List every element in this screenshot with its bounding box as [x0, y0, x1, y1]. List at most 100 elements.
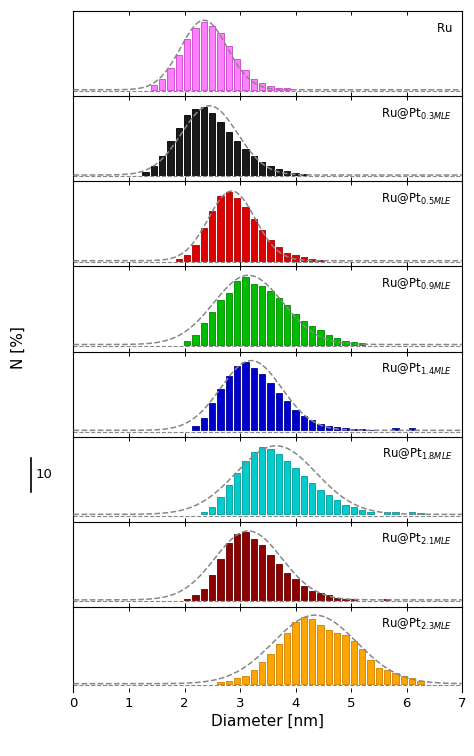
Bar — [351, 599, 357, 600]
Bar — [384, 599, 391, 600]
Bar — [309, 591, 315, 600]
Bar — [251, 539, 257, 600]
Bar — [226, 376, 232, 430]
Bar — [218, 33, 224, 90]
Bar — [192, 109, 199, 175]
Bar — [276, 247, 282, 261]
Bar — [409, 512, 415, 514]
Bar — [259, 374, 265, 430]
Bar — [251, 451, 257, 514]
Bar — [259, 286, 265, 345]
Bar — [218, 682, 224, 683]
Bar — [259, 546, 265, 600]
Bar — [326, 495, 332, 514]
Bar — [267, 166, 274, 175]
Bar — [276, 169, 282, 175]
Bar — [234, 281, 240, 345]
Bar — [318, 259, 324, 261]
Bar — [301, 321, 307, 345]
Bar — [284, 305, 291, 345]
Bar — [267, 449, 274, 514]
Bar — [284, 573, 291, 600]
Bar — [392, 673, 399, 683]
Bar — [409, 429, 415, 430]
Bar — [276, 393, 282, 430]
Bar — [226, 46, 232, 90]
Bar — [417, 513, 424, 514]
Bar — [218, 389, 224, 430]
Bar — [292, 314, 299, 345]
Bar — [242, 277, 249, 345]
Bar — [209, 26, 216, 90]
Text: N [%]: N [%] — [10, 327, 26, 369]
Bar — [167, 141, 174, 175]
Bar — [351, 429, 357, 430]
Bar — [326, 426, 332, 430]
Bar — [192, 596, 199, 600]
Bar — [201, 589, 207, 600]
Bar — [276, 643, 282, 683]
Bar — [284, 461, 291, 514]
Bar — [351, 507, 357, 514]
Bar — [284, 171, 291, 175]
Bar — [334, 337, 340, 345]
Bar — [234, 141, 240, 175]
Bar — [342, 341, 349, 345]
Bar — [234, 366, 240, 430]
Bar — [392, 429, 399, 430]
Bar — [351, 342, 357, 345]
Bar — [359, 429, 365, 430]
Bar — [309, 326, 315, 345]
Bar — [309, 420, 315, 430]
Bar — [226, 132, 232, 175]
Bar — [309, 619, 315, 683]
Bar — [376, 668, 382, 683]
Bar — [367, 512, 374, 514]
Bar — [226, 485, 232, 514]
Bar — [309, 259, 315, 261]
Bar — [359, 649, 365, 683]
Bar — [234, 473, 240, 514]
Bar — [276, 88, 282, 90]
Bar — [201, 418, 207, 430]
Bar — [176, 54, 182, 90]
Bar — [276, 454, 282, 514]
Bar — [384, 512, 391, 514]
Bar — [251, 284, 257, 345]
Bar — [143, 172, 149, 175]
Text: $\mathrm{Ru@Pt}_{0.3MLE}$: $\mathrm{Ru@Pt}_{0.3MLE}$ — [381, 107, 452, 122]
Bar — [251, 156, 257, 175]
Bar — [267, 291, 274, 345]
Bar — [184, 341, 191, 345]
Bar — [301, 587, 307, 600]
X-axis label: Diameter [nm]: Diameter [nm] — [211, 714, 324, 729]
Bar — [242, 532, 249, 600]
Bar — [176, 128, 182, 175]
Bar — [151, 85, 157, 90]
Bar — [301, 416, 307, 430]
Bar — [259, 83, 265, 90]
Bar — [176, 259, 182, 261]
Bar — [201, 107, 207, 175]
Bar — [209, 575, 216, 600]
Bar — [318, 490, 324, 514]
Bar — [251, 79, 257, 90]
Bar — [267, 383, 274, 430]
Bar — [218, 122, 224, 175]
Bar — [284, 401, 291, 430]
Text: $\mathrm{Ru}$: $\mathrm{Ru}$ — [436, 22, 452, 35]
Bar — [226, 293, 232, 345]
Bar — [209, 311, 216, 345]
Bar — [334, 500, 340, 514]
Bar — [209, 113, 216, 175]
Bar — [292, 580, 299, 600]
Bar — [292, 173, 299, 175]
Bar — [276, 564, 282, 600]
Text: $\mathrm{Ru@Pt}_{1.8MLE}$: $\mathrm{Ru@Pt}_{1.8MLE}$ — [382, 447, 452, 462]
Bar — [259, 447, 265, 514]
Bar — [334, 427, 340, 430]
Bar — [192, 335, 199, 345]
Text: $\mathrm{Ru@Pt}_{0.9MLE}$: $\mathrm{Ru@Pt}_{0.9MLE}$ — [381, 277, 452, 292]
Bar — [242, 461, 249, 514]
Bar — [359, 343, 365, 345]
